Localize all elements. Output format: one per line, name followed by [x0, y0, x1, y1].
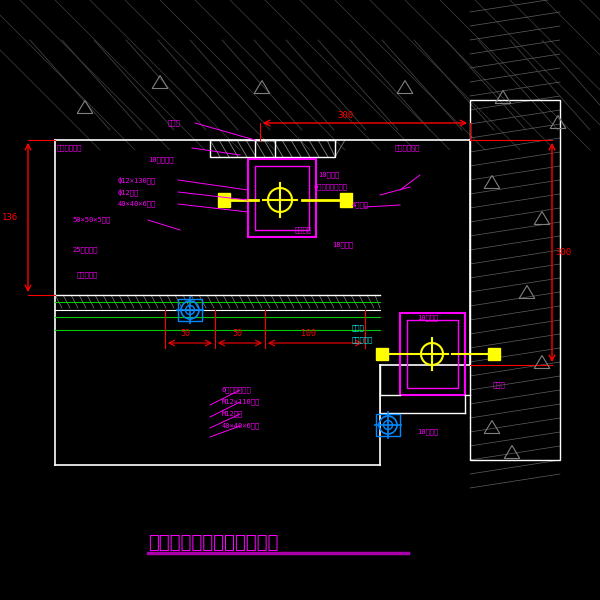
Text: 干挂石材竖向主节点大样图: 干挂石材竖向主节点大样图	[148, 534, 278, 552]
Text: 136: 136	[2, 213, 18, 222]
Bar	[210, 140, 335, 157]
Text: 10号槽管: 10号槽管	[318, 172, 339, 178]
Text: 尺寸较据铜: 尺寸较据铜	[77, 272, 98, 278]
Bar	[255, 166, 309, 230]
Bar	[400, 313, 465, 395]
Text: 预制件: 预制件	[168, 119, 181, 127]
Text: 10厚板板: 10厚板板	[417, 428, 438, 436]
Bar	[248, 159, 316, 237]
Text: 预制件: 预制件	[493, 382, 506, 388]
Bar	[376, 414, 400, 436]
Bar	[407, 320, 458, 388]
Text: M12螺母: M12螺母	[222, 410, 243, 418]
Text: 40×40×6垫片: 40×40×6垫片	[118, 200, 156, 208]
Bar	[178, 299, 202, 321]
Text: 4厚泵长: 4厚泵长	[352, 202, 369, 208]
Text: 100: 100	[301, 329, 316, 338]
Text: 土建结构边界: 土建结构边界	[395, 145, 421, 151]
Text: 10号槽管: 10号槽管	[417, 314, 438, 322]
Text: ф12销件: ф12销件	[118, 188, 139, 196]
Text: 不锈钢板: 不锈钢板	[295, 227, 312, 233]
Bar	[488, 348, 500, 360]
Text: 50×50×5角钢: 50×50×5角钢	[72, 217, 110, 223]
Bar	[376, 348, 388, 360]
Text: 土建结构边界: 土建结构边界	[57, 145, 83, 151]
Text: M12×110螺栓: M12×110螺栓	[222, 398, 260, 406]
Bar	[340, 193, 352, 207]
Text: 6厚不锈钢组件: 6厚不锈钢组件	[222, 386, 252, 394]
Text: 密封胶: 密封胶	[352, 325, 365, 331]
Text: 泡沫棒填充: 泡沫棒填充	[352, 337, 373, 343]
Text: 300: 300	[337, 110, 353, 119]
Text: 18号槽钢: 18号槽钢	[332, 242, 353, 248]
Bar	[218, 193, 230, 207]
Text: 6厚硅胶拼接杀头: 6厚硅胶拼接杀头	[313, 184, 347, 190]
Text: 50: 50	[232, 329, 242, 338]
Text: 10厚垫块件: 10厚垫块件	[148, 157, 173, 163]
Text: 300: 300	[555, 248, 571, 257]
Bar	[470, 100, 560, 460]
Text: 40×40×6垫片: 40×40×6垫片	[222, 422, 260, 430]
Text: 50: 50	[180, 329, 190, 338]
Text: ф12×130螺栓: ф12×130螺栓	[118, 176, 156, 184]
Text: 25厚乳品石: 25厚乳品石	[72, 247, 97, 253]
